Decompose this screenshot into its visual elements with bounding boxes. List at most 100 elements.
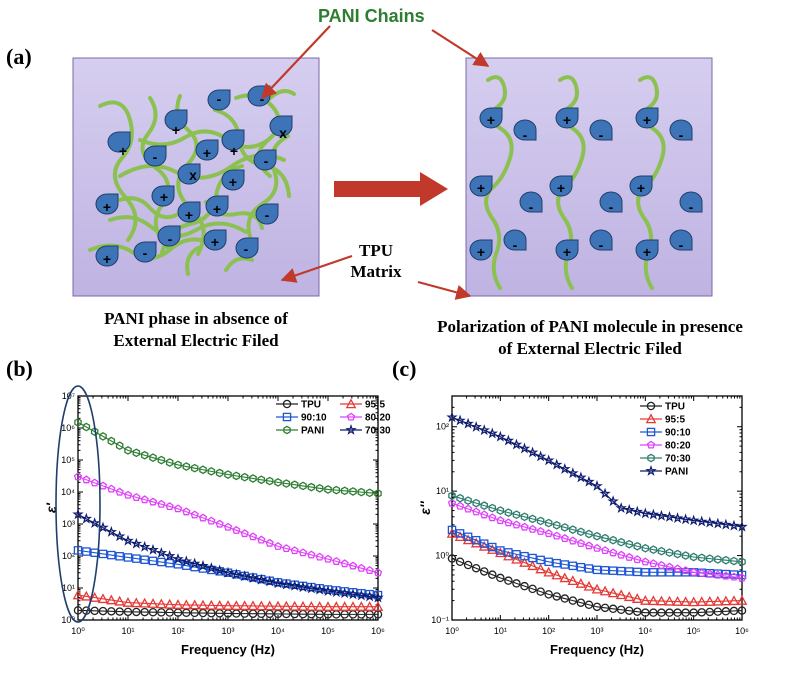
data-point — [737, 570, 747, 580]
data-point — [504, 518, 513, 527]
data-point — [265, 538, 274, 547]
data-point — [232, 525, 241, 534]
data-point — [550, 458, 563, 470]
data-point — [182, 462, 191, 471]
data-point — [207, 565, 216, 575]
x-axis-label: Frequency (Hz) — [181, 642, 275, 657]
data-point — [165, 608, 174, 617]
data-point — [583, 475, 595, 487]
data-point — [576, 562, 586, 572]
callout-arrows — [260, 25, 490, 300]
data-point — [488, 542, 497, 552]
svg-text:+: + — [203, 145, 211, 161]
data-point — [132, 492, 141, 501]
svg-text:-: - — [244, 241, 249, 257]
data-point — [486, 427, 499, 439]
data-point — [247, 572, 259, 583]
chart-b: 10⁰ 10¹ 10² 10³ 10⁴ 10⁵ 10⁶ 10⁰ 10¹ 10² 10³ 10⁴ 10⁵ 1… — [43, 385, 391, 657]
left-caption-line1: PANI phase in absence of — [104, 309, 288, 328]
data-point — [447, 525, 457, 535]
data-point — [240, 529, 249, 538]
data-point — [737, 606, 747, 615]
data-point — [155, 546, 168, 558]
y-tick-label: 10² — [436, 422, 449, 432]
legend-label: 95:5 — [665, 415, 685, 426]
data-point — [730, 556, 738, 566]
svg-text:-: - — [609, 199, 614, 215]
data-point — [447, 498, 457, 507]
svg-text:x: x — [279, 125, 287, 141]
data-point — [165, 502, 174, 511]
data-point — [182, 507, 191, 516]
data-point — [272, 600, 284, 611]
data-point — [608, 548, 618, 557]
data-point — [647, 508, 660, 520]
data-point — [215, 468, 224, 478]
data-point — [639, 507, 652, 519]
data-point — [673, 549, 682, 559]
data-point — [88, 517, 101, 529]
data-point — [551, 569, 563, 580]
data-point — [624, 606, 634, 615]
legend-label: 80:20 — [665, 441, 691, 452]
data-point — [664, 595, 675, 606]
data-point — [165, 558, 174, 568]
data-point — [132, 554, 141, 563]
data-point — [82, 547, 91, 556]
x-tick-label: 10⁴ — [638, 626, 652, 636]
data-point — [623, 503, 635, 515]
data-point — [575, 471, 587, 483]
data-point — [591, 583, 603, 594]
data-point — [656, 595, 667, 606]
series-70-30 — [72, 508, 384, 603]
data-point — [591, 480, 603, 491]
data-point — [599, 585, 611, 596]
data-point — [374, 489, 382, 498]
pani-chains-label: PANI Chains — [318, 6, 425, 26]
data-point — [559, 572, 571, 583]
data-point — [213, 564, 226, 576]
data-point — [560, 560, 570, 569]
data-point — [600, 603, 610, 613]
svg-text:-: - — [153, 149, 158, 165]
data-point — [222, 600, 234, 610]
data-point — [282, 544, 291, 553]
data-point — [478, 540, 490, 551]
data-point — [238, 570, 251, 582]
data-point — [224, 470, 232, 479]
data-point — [289, 600, 300, 611]
data-point — [257, 535, 266, 544]
data-point — [462, 534, 474, 545]
data-point — [655, 509, 668, 521]
svg-text:-: - — [679, 127, 684, 143]
data-point — [488, 503, 497, 513]
data-point — [607, 587, 619, 598]
data-point — [364, 601, 375, 611]
panel-b-label: (b) — [6, 356, 33, 381]
data-point — [455, 501, 465, 510]
data-point — [665, 548, 674, 557]
data-point — [536, 516, 545, 526]
legend-label: 70:30 — [665, 454, 691, 465]
data-point — [536, 555, 545, 565]
data-point — [373, 568, 383, 577]
highlight-ellipse — [55, 385, 101, 623]
data-point — [72, 589, 84, 600]
data-point — [641, 608, 650, 617]
data-point — [157, 557, 166, 567]
data-point — [265, 476, 274, 486]
data-point — [536, 587, 545, 596]
data-point — [197, 559, 209, 571]
data-point — [560, 594, 570, 603]
data-point — [687, 514, 700, 526]
svg-text:-: - — [168, 231, 173, 247]
data-point — [665, 562, 674, 571]
data-point — [680, 596, 691, 607]
y-axis-label: ε' — [43, 502, 59, 513]
legend-marker — [645, 413, 657, 424]
data-point — [697, 553, 706, 563]
data-point — [657, 608, 666, 617]
data-point — [641, 557, 650, 566]
legend-marker — [647, 453, 655, 463]
data-point — [623, 591, 635, 602]
